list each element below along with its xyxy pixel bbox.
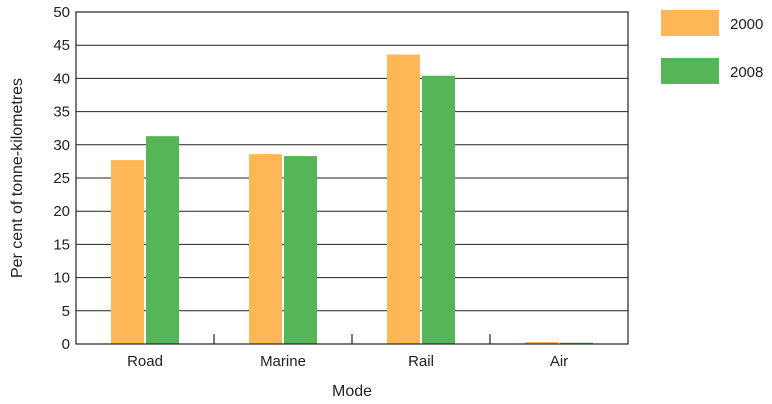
bars <box>111 54 593 344</box>
bar-rail-2000 <box>387 54 420 344</box>
y-tick-label: 35 <box>53 104 70 121</box>
bar-marine-2000 <box>249 154 282 344</box>
y-tick-label: 50 <box>53 4 70 21</box>
bar-rail-2008 <box>422 75 455 344</box>
y-tick-label: 45 <box>53 37 70 54</box>
y-tick-label: 10 <box>53 270 70 287</box>
y-tick-label: 15 <box>53 236 70 253</box>
y-axis-ticks: 0 5 10 15 20 25 30 35 40 45 50 <box>53 4 70 353</box>
bar-air-2008 <box>560 342 593 344</box>
x-axis-ticks: Road Marine Rail Air <box>127 334 568 370</box>
bar-air-2000 <box>525 342 558 344</box>
y-tick-label: 25 <box>53 170 70 187</box>
bar-marine-2008 <box>284 156 317 344</box>
x-axis-label: Mode <box>332 383 372 400</box>
y-tick-label: 30 <box>53 137 70 154</box>
x-tick-label: Rail <box>408 353 434 370</box>
bar-road-2000 <box>111 160 144 344</box>
legend-label-2000: 2000 <box>730 16 763 33</box>
y-axis-label: Per cent of tonne-kilometres <box>9 78 26 278</box>
y-tick-label: 0 <box>62 336 70 353</box>
x-tick-label: Marine <box>260 353 306 370</box>
x-tick-label: Air <box>550 353 568 370</box>
legend-swatch-2000 <box>661 10 719 36</box>
y-tick-label: 5 <box>62 303 70 320</box>
legend: 2000 2008 <box>661 10 763 84</box>
legend-swatch-2008 <box>661 58 719 84</box>
y-tick-label: 40 <box>53 70 70 87</box>
bar-road-2008 <box>146 136 179 344</box>
x-tick-label: Road <box>127 353 163 370</box>
y-tick-label: 20 <box>53 203 70 220</box>
legend-label-2008: 2008 <box>730 64 763 81</box>
plot-frame <box>75 11 629 345</box>
